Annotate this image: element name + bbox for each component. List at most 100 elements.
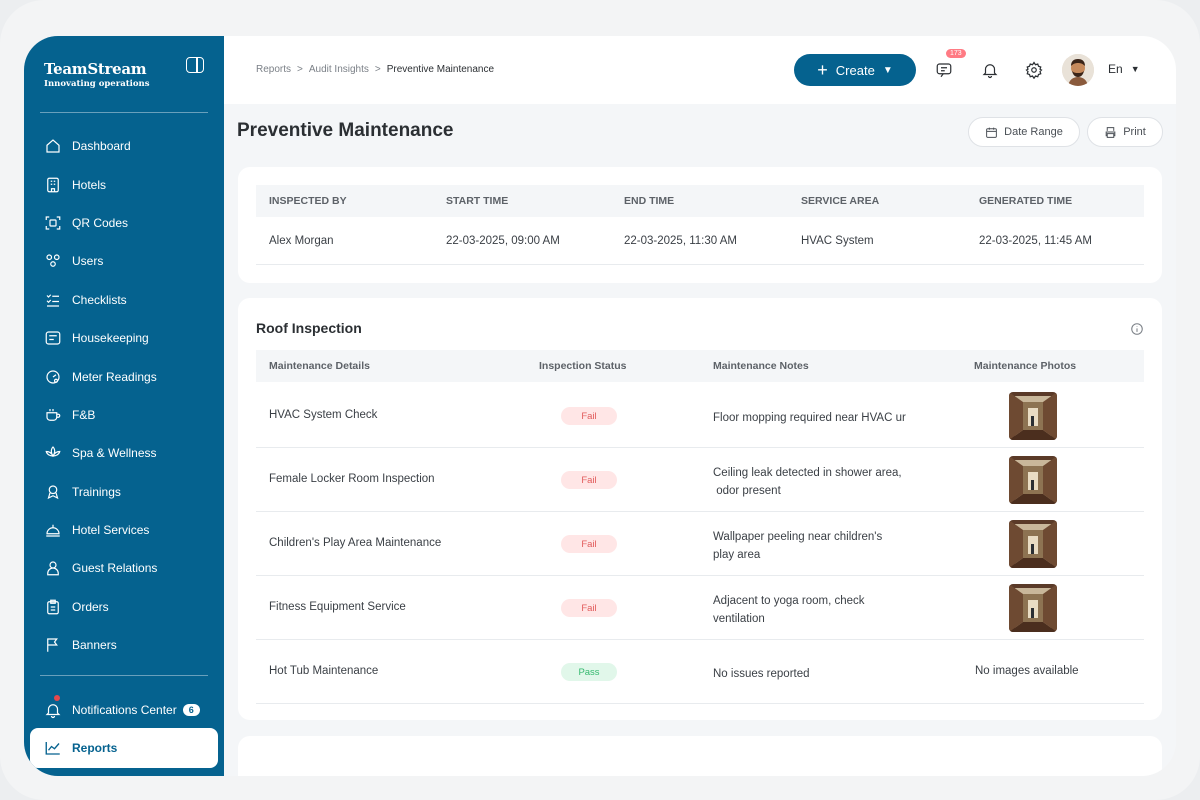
sidebar-item-banners[interactable]: Banners xyxy=(24,626,224,664)
chevron-down-icon: ▼ xyxy=(1130,64,1140,74)
inspected-by-value: Alex Morgan xyxy=(269,235,334,247)
maintenance-note: Wallpaper peeling near children's play ar… xyxy=(713,528,928,564)
create-button[interactable]: + Create ▼ xyxy=(794,54,916,86)
sidebar-nav: Dashboard Hotels QR Codes Users Checklis… xyxy=(24,127,224,664)
section-title: Roof Inspection xyxy=(256,320,362,336)
sidebar-item-label: Meter Readings xyxy=(72,369,157,384)
maintenance-note: Ceiling leak detected in shower area, od… xyxy=(713,464,928,500)
settings-button[interactable] xyxy=(1018,54,1050,86)
clipboard-icon xyxy=(47,599,59,615)
date-range-label: Date Range xyxy=(1004,126,1063,138)
chevron-right-icon: > xyxy=(374,64,381,75)
sidebar-item-label: Dashboard xyxy=(72,139,131,154)
create-label: Create xyxy=(835,62,875,78)
info-icon[interactable] xyxy=(1130,322,1144,336)
sidebar-item-hotel-services[interactable]: Hotel Services xyxy=(24,511,224,549)
maintenance-note: Floor mopping required near HVAC ur xyxy=(713,409,928,427)
sidebar-item-label: Trainings xyxy=(72,484,121,499)
maintenance-photo[interactable] xyxy=(1009,584,1057,632)
brand-name: TeamStream xyxy=(44,60,147,78)
column-header: INSPECTED BY xyxy=(269,195,347,207)
notification-count-badge: 6 xyxy=(182,704,200,717)
table-row: Female Locker Room Inspection Fail Ceiling… xyxy=(256,448,1144,512)
column-header: Maintenance Notes xyxy=(713,360,809,372)
sidebar-item-qr-codes[interactable]: QR Codes xyxy=(24,204,224,242)
service-area-value: HVAC System xyxy=(801,235,874,247)
message-icon xyxy=(936,63,952,78)
sidebar-toggle-icon[interactable] xyxy=(186,57,204,73)
sidebar-divider xyxy=(40,112,208,113)
sidebar-item-label: Guest Relations xyxy=(72,561,158,576)
bell-service-icon xyxy=(46,524,60,537)
home-icon xyxy=(46,139,60,153)
sidebar: TeamStream Innovating operations Dashboa… xyxy=(24,36,224,776)
maintenance-note: Adjacent to yoga room, check ventilation xyxy=(713,592,928,628)
sidebar-item-meter-readings[interactable]: Meter Readings xyxy=(24,357,224,395)
table-row: Hot Tub Maintenance Pass No issues reporte… xyxy=(256,640,1144,704)
sidebar-item-label: Spa & Wellness xyxy=(72,446,157,461)
sidebar-item-label: Orders xyxy=(72,599,109,614)
print-button[interactable]: Print xyxy=(1087,117,1163,147)
sidebar-bottom: Notifications Center 6 xyxy=(24,691,224,729)
sidebar-item-guest-relations[interactable]: Guest Relations xyxy=(24,549,224,587)
breadcrumb-item[interactable]: Reports xyxy=(256,64,292,75)
sidebar-item-users[interactable]: Users xyxy=(24,242,224,280)
maintenance-detail: HVAC System Check xyxy=(269,409,378,421)
no-photo-text: No images available xyxy=(975,665,1079,677)
maintenance-detail: Hot Tub Maintenance xyxy=(269,665,379,677)
sidebar-item-label: Housekeeping xyxy=(72,331,149,346)
chevron-down-icon: ▼ xyxy=(882,64,893,76)
note-line: ventilation xyxy=(713,613,765,625)
summary-value-row: Alex Morgan 22-03-2025, 09:00 AM 22-03-2… xyxy=(256,217,1144,265)
sidebar-item-checklists[interactable]: Checklists xyxy=(24,281,224,319)
brand-logo[interactable]: TeamStream Innovating operations xyxy=(44,60,150,89)
date-range-button[interactable]: Date Range xyxy=(968,117,1080,147)
sidebar-item-notifications-center[interactable]: Notifications Center 6 xyxy=(24,691,224,729)
column-header: Inspection Status xyxy=(539,360,627,372)
award-icon xyxy=(47,485,59,499)
sidebar-item-hotels[interactable]: Hotels xyxy=(24,165,224,203)
maintenance-photo[interactable] xyxy=(1009,456,1057,504)
table-row: HVAC System Check Fail Floor mopping requi… xyxy=(256,384,1144,448)
users-icon xyxy=(46,254,60,268)
printer-icon xyxy=(1105,126,1116,138)
notification-dot xyxy=(54,695,60,701)
sidebar-item-reports[interactable]: Reports xyxy=(30,728,218,768)
note-line: Ceiling leak detected in shower area, xyxy=(713,467,902,479)
messages-button[interactable] xyxy=(928,54,960,86)
calendar-icon xyxy=(986,127,998,138)
sidebar-item-label: Notifications Center xyxy=(72,703,177,718)
language-label: En xyxy=(1108,62,1123,76)
notifications-button[interactable] xyxy=(974,54,1006,86)
language-selector[interactable]: En ▼ xyxy=(1108,62,1140,76)
sidebar-item-label: Users xyxy=(72,254,104,269)
sidebar-item-dashboard[interactable]: Dashboard xyxy=(24,127,224,165)
maintenance-photo[interactable] xyxy=(1009,392,1057,440)
flag-icon xyxy=(47,638,58,653)
sidebar-item-spa-wellness[interactable]: Spa & Wellness xyxy=(24,434,224,472)
sidebar-item-trainings[interactable]: Trainings xyxy=(24,473,224,511)
maintenance-detail: Female Locker Room Inspection xyxy=(269,473,435,485)
status-badge: Fail xyxy=(561,599,617,617)
column-header: GENERATED TIME xyxy=(979,195,1073,207)
sidebar-item-label: F&B xyxy=(72,407,96,422)
sidebar-item-orders[interactable]: Orders xyxy=(24,588,224,626)
gear-icon xyxy=(1025,61,1043,79)
column-header: START TIME xyxy=(446,195,509,207)
chevron-right-icon: > xyxy=(297,64,303,75)
inspection-card: Roof Inspection Maintenance Details Insp… xyxy=(238,298,1162,720)
note-line: Adjacent to yoga room, check xyxy=(713,595,865,607)
breadcrumb-item[interactable]: Audit Insights xyxy=(308,64,369,75)
maintenance-photo[interactable] xyxy=(1009,520,1057,568)
avatar[interactable] xyxy=(1062,54,1094,86)
brand-tagline: Innovating operations xyxy=(44,79,150,89)
sidebar-item-label: Banners xyxy=(72,638,117,653)
housekeeping-icon xyxy=(45,331,61,345)
page-title: Preventive Maintenance xyxy=(237,120,454,141)
message-count-badge: 173 xyxy=(946,49,966,58)
sidebar-item-housekeeping[interactable]: Housekeeping xyxy=(24,319,224,357)
start-time-value: 22-03-2025, 09:00 AM xyxy=(446,235,560,247)
sidebar-item-fnb[interactable]: F&B xyxy=(24,396,224,434)
column-header: END TIME xyxy=(624,195,675,207)
